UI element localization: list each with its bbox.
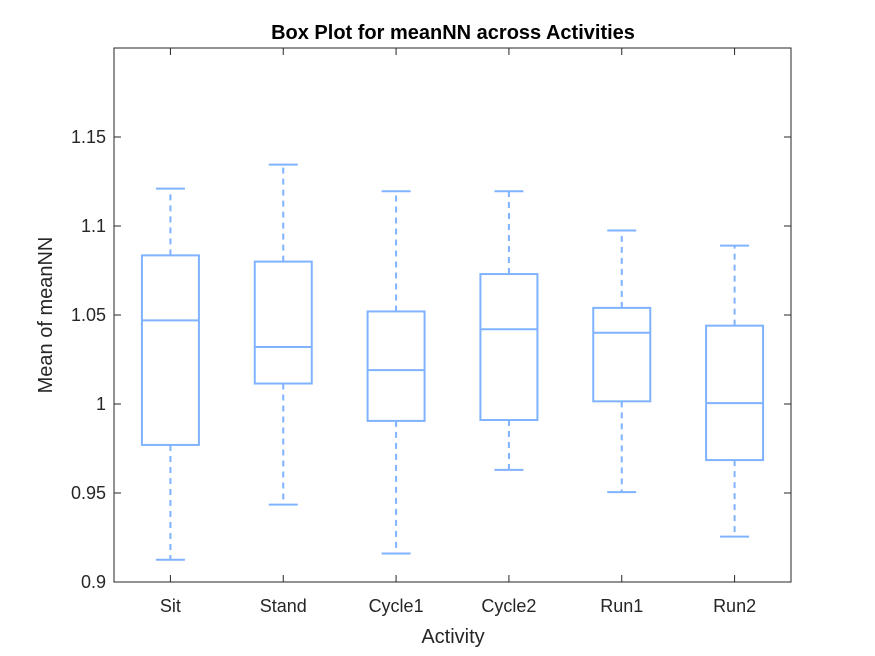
iqr-box [592,306,652,403]
iqr-box [366,310,426,422]
chart-title: Box Plot for meanNN across Activities [271,22,635,44]
y-tick-label: 1.1 [81,216,106,236]
iqr-box [705,324,765,462]
box-run2 [705,244,765,538]
x-tick-label: Run2 [713,596,756,616]
iqr-box [479,273,539,422]
boxes [140,163,765,561]
x-axis: Sit Stand Cycle1 Cycle2 Run1 Run2 [160,48,756,616]
x-tick-label: Stand [260,596,307,616]
y-tick-label: 0.95 [71,483,106,503]
y-tick-label: 1 [96,394,106,414]
y-tick-label: 0.9 [81,572,106,592]
y-axis: 0.9 0.95 1 1.05 1.1 1.15 [71,127,791,592]
x-tick-label: Cycle1 [369,596,424,616]
x-tick-label: Sit [160,596,181,616]
box-sit [140,187,200,561]
x-axis-label: Activity [421,626,484,648]
box-stand [253,163,313,506]
box-cycle1 [366,190,426,555]
iqr-box [140,254,200,446]
y-axis-label: Mean of meanNN [35,237,57,394]
axes-frame [113,47,792,583]
box-cycle2 [479,190,539,471]
x-tick-label: Cycle2 [481,596,536,616]
iqr-box [253,260,313,385]
x-tick-label: Run1 [600,596,643,616]
y-tick-label: 1.15 [71,127,106,147]
y-tick-label: 1.05 [71,305,106,325]
box-run1 [592,229,652,494]
